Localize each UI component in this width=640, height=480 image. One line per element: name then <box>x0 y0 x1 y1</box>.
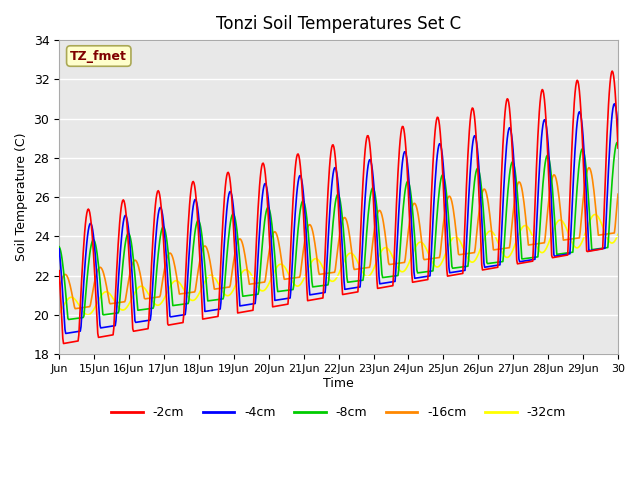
Y-axis label: Soil Temperature (C): Soil Temperature (C) <box>15 133 28 261</box>
Text: TZ_fmet: TZ_fmet <box>70 49 127 62</box>
Legend: -2cm, -4cm, -8cm, -16cm, -32cm: -2cm, -4cm, -8cm, -16cm, -32cm <box>106 401 571 424</box>
X-axis label: Time: Time <box>323 377 354 390</box>
Title: Tonzi Soil Temperatures Set C: Tonzi Soil Temperatures Set C <box>216 15 461 33</box>
